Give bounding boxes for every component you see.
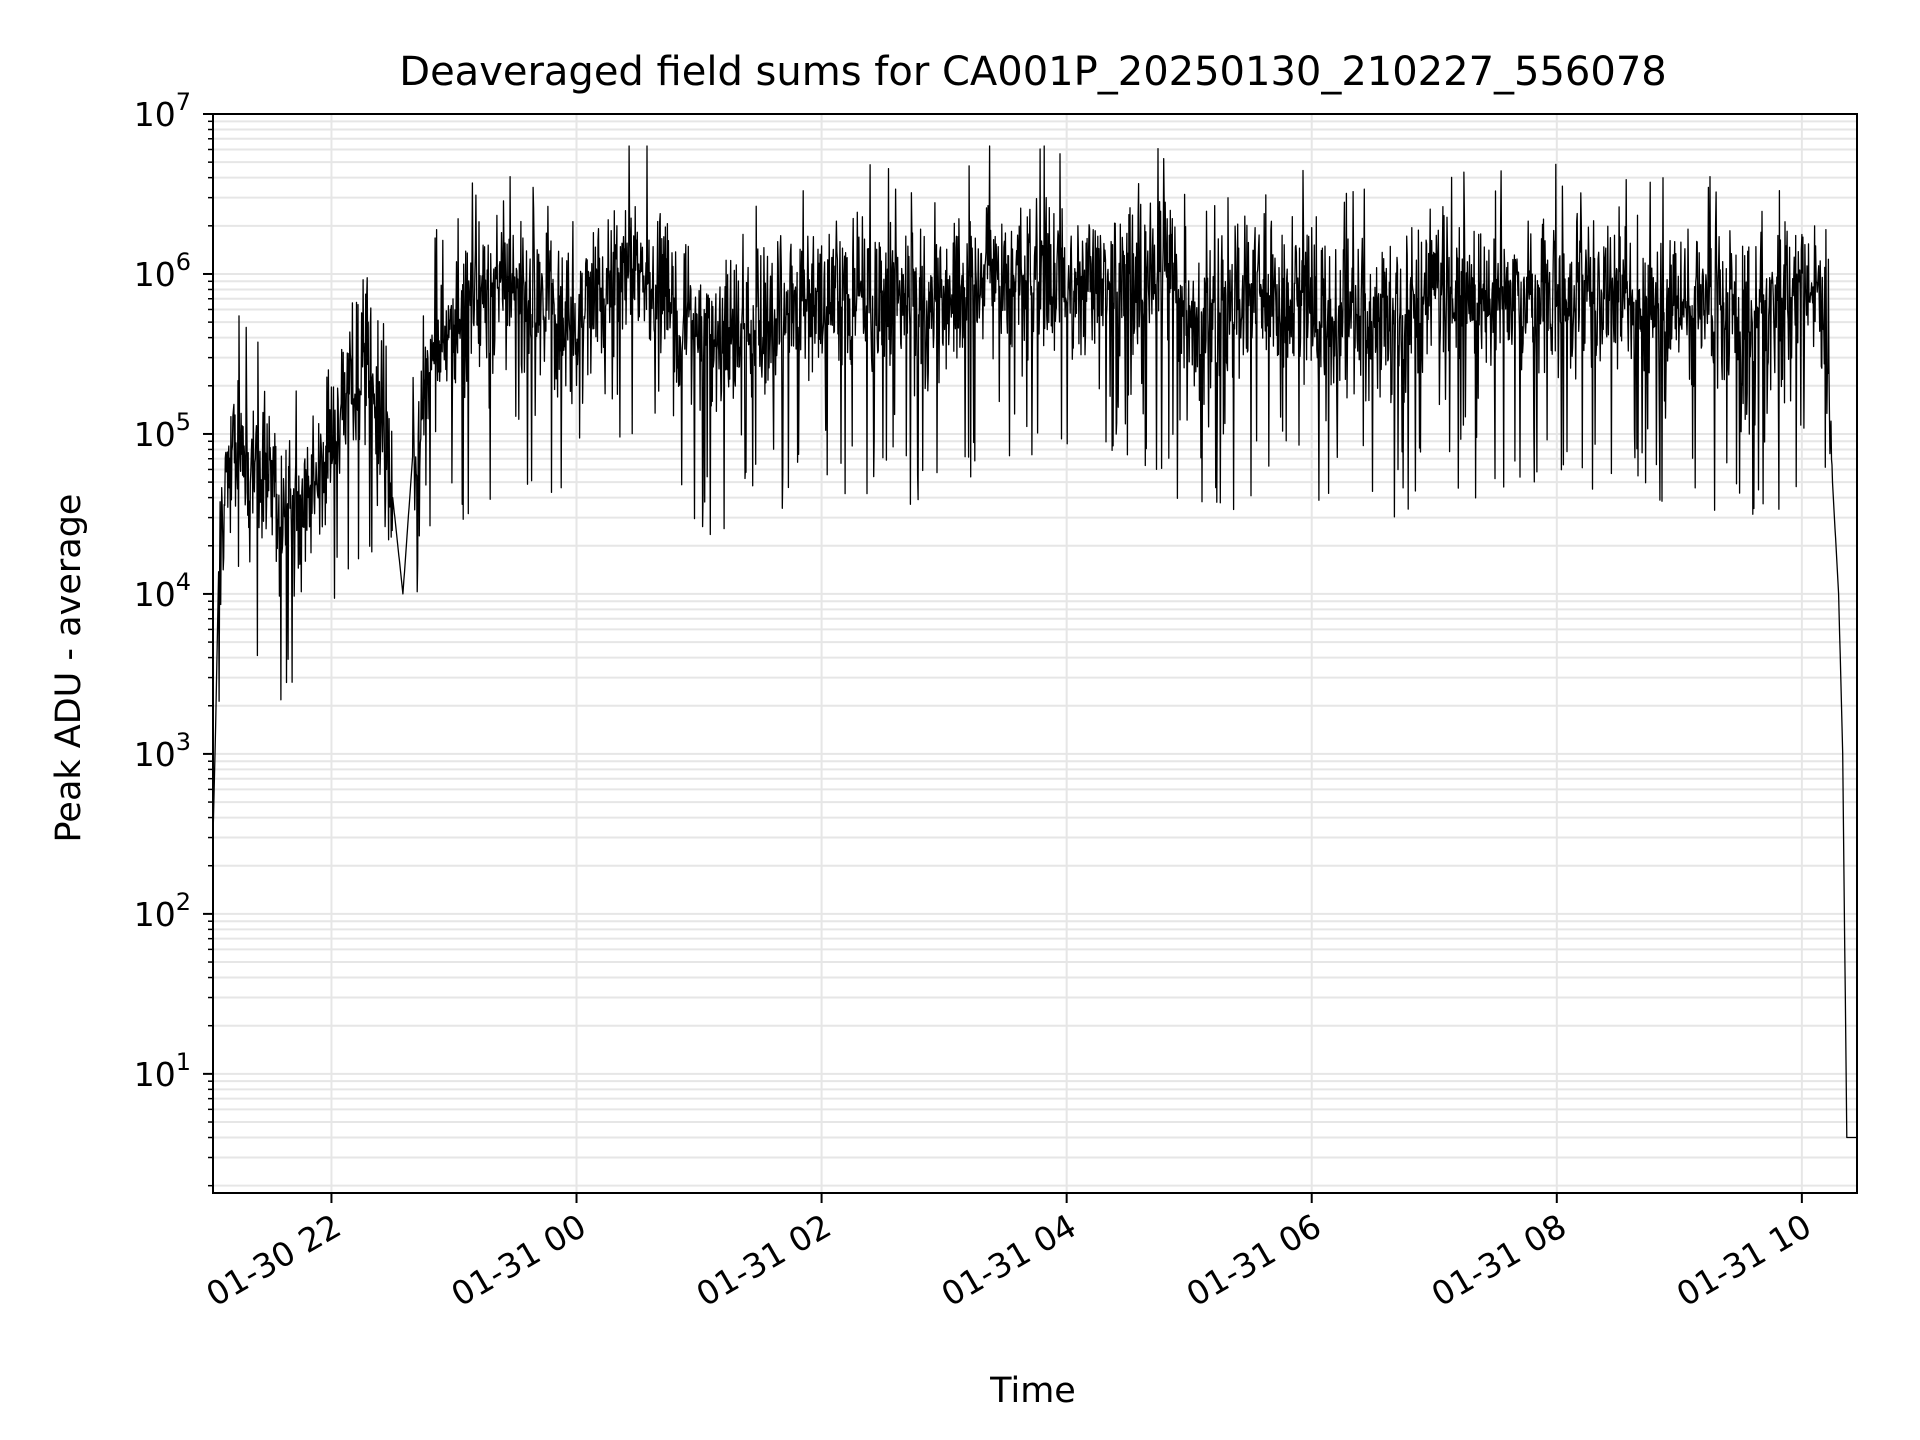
y-tick-label: 107: [134, 88, 191, 134]
y-tick-exponent: 1: [176, 1048, 191, 1076]
y-tick-exponent: 7: [176, 88, 191, 116]
y-tick-label: 104: [134, 568, 191, 614]
y-tick-exponent: 4: [176, 568, 191, 596]
y-tick-exponent: 5: [176, 408, 191, 436]
y-tick-exponent: 6: [176, 248, 191, 276]
y-tick-label: 103: [134, 728, 191, 774]
y-tick-base: 10: [134, 1055, 176, 1094]
y-tick-base: 10: [134, 735, 176, 774]
y-tick-label: 105: [134, 408, 191, 454]
y-tick-base: 10: [134, 255, 176, 294]
y-tick-base: 10: [134, 895, 176, 934]
series-line: [212, 145, 1858, 1139]
y-tick-base: 10: [134, 575, 176, 614]
y-tick-label: 102: [134, 888, 191, 934]
y-tick-label: 106: [134, 248, 191, 294]
y-tick-label: 101: [134, 1048, 191, 1094]
y-tick-base: 10: [134, 415, 176, 454]
x-axis-label: Time: [989, 1371, 1076, 1411]
y-tick-base: 10: [134, 95, 176, 134]
plot-frame: [212, 113, 1858, 1194]
y-axis-label: Peak ADU - average: [49, 494, 89, 843]
y-tick-exponent: 2: [176, 888, 191, 916]
series-group: [212, 145, 1858, 1139]
y-tick-exponent: 3: [176, 728, 191, 756]
chart-title: Deaveraged field sums for CA001P_2025013…: [399, 49, 1666, 95]
